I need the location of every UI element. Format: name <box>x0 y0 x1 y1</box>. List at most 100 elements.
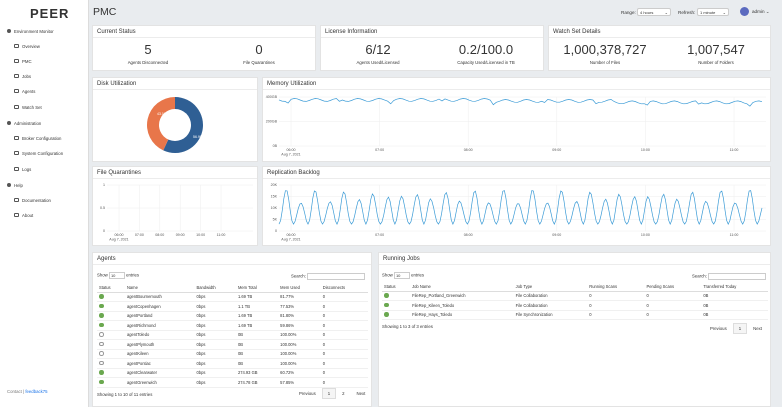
file-quarantines-card: File Quarantines 1 0.5 0 06:00 07:00 08:00 09:… <box>92 166 258 246</box>
cell-name: FileRep_Portland_Greenwich <box>410 291 514 301</box>
table-row[interactable]: agentToledo 0bps 0B 100.00% 0 <box>97 330 368 340</box>
table-row[interactable]: FileRep_Kileen_Toledo File Collaboration 0… <box>382 300 768 311</box>
sidebar-item-logs[interactable]: Logs <box>14 165 103 173</box>
folder-icon <box>14 105 19 109</box>
sidebar-item-label: Jobs <box>22 73 32 79</box>
column-header[interactable]: Pending Scans <box>644 282 702 292</box>
page-1-button[interactable]: 1 <box>321 388 337 399</box>
column-header[interactable]: Bandwidth <box>194 283 236 293</box>
range-label: Range: <box>621 10 636 15</box>
cell-disc: 0 <box>320 377 368 388</box>
column-header[interactable]: Running Scans <box>587 282 645 292</box>
table-row[interactable]: agentCopenhagen 0bps 1.1 TB 77.53% 0 <box>97 301 368 312</box>
table-row[interactable]: agentPlymouth 0bps 0B 100.00% 0 <box>97 339 368 350</box>
sidebar-item-agents[interactable]: Agents <box>14 87 103 95</box>
sidebar-item-system-configuration[interactable]: System Configuration <box>14 149 103 157</box>
sidebar-item-label: Logs <box>22 166 32 172</box>
next-button[interactable]: Next <box>356 391 366 396</box>
sidebar-item-environment-monitor[interactable]: Environment Monitor <box>7 27 96 35</box>
quarantines-chart: 1 0.5 0 06:00 07:00 08:00 09:00 10:00 11:00 Aug 7… <box>100 183 253 242</box>
files-value: 1,000,378,727 <box>563 42 647 57</box>
search-label: Search: <box>291 273 306 279</box>
table-row[interactable]: agentPortland 0bps 1.69 TB 81.80% 0 <box>97 311 368 321</box>
x-tick-label: 08:00 <box>464 233 473 237</box>
refresh-select[interactable]: 1 minute ⌄ <box>697 8 729 16</box>
cell-disc: 0 <box>320 358 368 369</box>
avatar[interactable] <box>740 7 749 16</box>
card-title: Watch Set Details <box>549 26 770 38</box>
cell-name: FileRep_Hays_Toledo <box>410 310 514 320</box>
status-running-icon <box>384 312 389 317</box>
column-header[interactable]: Transferred Today <box>701 282 768 292</box>
x-tick-label: 10:00 <box>196 233 205 237</box>
previous-button[interactable]: Previous <box>299 391 316 396</box>
table-row[interactable]: FileRep_Portland_Greenwich File Collabora… <box>382 291 768 301</box>
sidebar-item-label: Overview <box>22 43 40 49</box>
cell-bw: 0bps <box>194 311 236 321</box>
status-running-icon <box>384 302 389 307</box>
cell-bw: 0bps <box>194 339 236 350</box>
agents-disconnected-label: Agents Disconnected <box>127 60 169 65</box>
log-icon <box>14 167 19 171</box>
column-header[interactable]: Mem Used <box>278 283 321 293</box>
cell-name: agentRichmond <box>124 320 195 331</box>
page-1-button[interactable]: 1 <box>732 323 748 334</box>
range-select[interactable]: 4 hours ⌄ <box>637 8 671 16</box>
column-header[interactable]: Job Name <box>410 282 514 292</box>
top-bar: PMC Range: 4 hours ⌄ Refresh: 1 minute ⌄ a… <box>90 0 782 23</box>
table-row[interactable]: agentClearwater 0bps 274.93 GB 60.72% 0 <box>97 368 368 378</box>
entries-label: entries <box>411 272 425 278</box>
sidebar-item-help[interactable]: Help <box>7 181 96 189</box>
table-row[interactable]: agentRichmond 0bps 1.69 TB 59.86% 0 <box>97 320 368 331</box>
cell-bw: 0bps <box>194 301 236 312</box>
y-tick-label: 0.5 <box>100 206 105 210</box>
jobs-length-control: Show 10 entries <box>382 272 424 279</box>
sidebar-item-about[interactable]: About <box>14 211 103 219</box>
feedback-link[interactable]: feedback75 <box>25 389 48 394</box>
card-title: Current Status <box>93 26 315 38</box>
status-offline-icon <box>99 360 104 365</box>
column-header[interactable]: Status <box>382 282 411 292</box>
y-tick-label: 10K <box>271 206 278 210</box>
y-tick-label: 200GB <box>266 120 278 124</box>
sidebar-item-jobs[interactable]: Jobs <box>14 72 103 80</box>
sidebar-item-administration[interactable]: Administration <box>7 119 96 127</box>
column-header[interactable]: Mem Total <box>235 283 279 293</box>
status-online-icon <box>99 370 104 375</box>
cell-name: agentKileen <box>124 349 195 359</box>
previous-button[interactable]: Previous <box>710 326 727 331</box>
table-row[interactable]: agentGreenwich 0bps 274.78 GB 57.85% 0 <box>97 377 368 388</box>
sidebar-item-overview[interactable]: Overview <box>14 42 103 50</box>
date-label: Aug 7, 2021 <box>281 238 300 242</box>
cell-disc: 0 <box>320 320 368 331</box>
cell-name: agentBournemouth <box>124 292 195 302</box>
x-tick-label: 11:00 <box>730 233 739 237</box>
column-header[interactable]: Job Type <box>513 282 588 292</box>
sidebar-item-watch-set[interactable]: Watch Set <box>14 103 103 111</box>
agents-used-value: 6/12 <box>365 42 391 57</box>
next-button[interactable]: Next <box>753 326 762 331</box>
agents-search: Search: <box>291 273 366 280</box>
table-row[interactable]: agentPontiac 0bps 0B 100.00% 0 <box>97 358 368 369</box>
search-input[interactable] <box>307 273 366 280</box>
disk-pie-chart: 43.1% 56.9% <box>147 97 203 153</box>
entries-select[interactable]: 10 <box>108 272 125 279</box>
user-icon <box>7 121 11 125</box>
column-header[interactable]: Name <box>124 283 195 293</box>
table-row[interactable]: FileRep_Hays_Toledo File Synchronization 0… <box>382 310 768 320</box>
page-2-button[interactable]: 2 <box>342 391 345 396</box>
chart-axes: 1 0.5 0 06:00 07:00 08:00 09:00 10:00 11:00 Aug 7… <box>100 183 253 242</box>
table-row[interactable]: agentBournemouth 0bps 1.69 TB 81.77% 0 <box>97 292 368 302</box>
sidebar-item-broker-configuration[interactable]: Broker Configuration <box>14 134 103 142</box>
user-menu[interactable]: admin ⌄ <box>752 9 770 14</box>
license-card: License Information 6/12 Agents Used/Lice… <box>320 25 544 71</box>
contact-text: Contact <box>7 389 22 394</box>
sidebar-item-documentation[interactable]: Documentation <box>14 196 103 204</box>
sidebar-item-pmc[interactable]: PMC <box>14 57 103 65</box>
cell-trans: 0B <box>701 300 768 311</box>
entries-select[interactable]: 10 <box>393 272 410 279</box>
search-input[interactable] <box>708 273 767 280</box>
table-row[interactable]: agentKileen 0bps 0B 100.00% 0 <box>97 349 368 359</box>
column-header[interactable]: Status <box>97 283 125 293</box>
column-header[interactable]: Disconnects <box>320 283 368 293</box>
